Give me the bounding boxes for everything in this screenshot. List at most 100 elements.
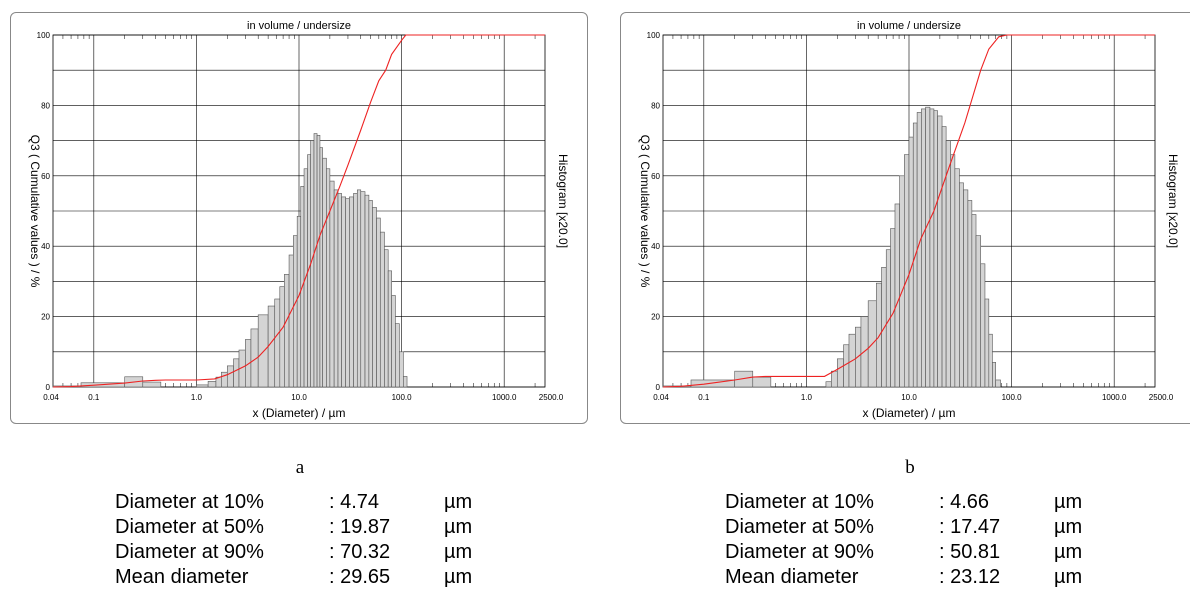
histogram-bar	[341, 196, 346, 388]
histogram-bar	[925, 106, 931, 388]
y-tick-label: 100	[37, 31, 51, 40]
histogram-bar	[403, 376, 408, 388]
histogram-bar	[353, 193, 358, 388]
stat-label: Diameter at 10%	[725, 491, 874, 513]
x-tick-label: 0.04	[653, 393, 669, 402]
stat-row-d50: Diameter at 50%: 17.47 µm	[725, 515, 1094, 540]
histogram-bar	[945, 140, 952, 388]
histogram-bar	[379, 231, 385, 388]
histogram-bar	[360, 191, 366, 388]
stat-unit: µm	[444, 491, 473, 513]
particle-size-chart: 0.04 0.1 1.0 10.0 100.0 1000.0 2500.0 0 20 40 60 80…	[638, 20, 1180, 420]
stat-row-d50: Diameter at 50% : 19.87 µm	[115, 515, 484, 540]
histogram-bar	[836, 358, 844, 388]
histogram-bar	[279, 286, 285, 388]
histogram-bar	[368, 200, 373, 388]
x-tick-label: 1000.0	[492, 393, 517, 402]
histogram-bar	[954, 168, 960, 388]
stat-label: Diameter at 50%	[115, 516, 264, 538]
stat-label: Diameter at 90%	[725, 541, 874, 563]
histogram-bar	[980, 263, 986, 388]
y-tick-label: 0	[656, 383, 661, 392]
x-tick-label: 2500.0	[539, 393, 564, 402]
histogram-bar	[316, 135, 321, 388]
histogram-bar	[288, 254, 294, 388]
histogram-bar	[329, 180, 335, 388]
histogram-bar	[959, 182, 964, 388]
y-axis-label: Q3 ( Cumulative values ) / %	[28, 135, 42, 288]
y-tick-label: 20	[41, 313, 50, 322]
stat-value: : 19.87	[329, 516, 391, 538]
histogram-bar	[372, 207, 377, 388]
stat-unit: µm	[444, 541, 473, 563]
histogram-bar	[984, 298, 990, 388]
x-axis-label: x (Diameter) / µm	[863, 406, 956, 420]
y-tick-label: 80	[651, 101, 660, 110]
histogram-bar	[345, 198, 350, 388]
histogram-bar	[391, 295, 396, 388]
stat-row-mean: Mean diameter: 29.65 µm	[115, 565, 484, 590]
chart-title: in volume / undersize	[247, 20, 351, 32]
histogram-bar	[831, 370, 838, 388]
histogram-bar	[376, 217, 381, 388]
y-axis-label-right: Histogram [x20.0]	[556, 154, 570, 248]
stat-value: : 70.32	[329, 541, 391, 563]
stat-label: Diameter at 10%	[115, 491, 264, 513]
histogram-bar	[950, 154, 956, 388]
histogram-bar	[333, 189, 339, 388]
stat-label: Diameter at 90%	[115, 541, 264, 563]
histogram-bar	[929, 108, 935, 388]
x-tick-label: 2500.0	[1149, 393, 1174, 402]
y-axis-label-right: Histogram [x20.0]	[1166, 154, 1180, 248]
y-tick-label: 60	[651, 172, 660, 181]
y-tick-label: 40	[41, 242, 50, 251]
histogram-bar	[875, 282, 882, 388]
histogram-bar	[894, 203, 900, 388]
stats-table: Diameter at 10%: 4.66 µm Diameter at 50%:…	[725, 490, 1094, 590]
x-tick-label: 1.0	[801, 393, 813, 402]
y-axis-label: Q3 ( Cumulative values ) / %	[638, 135, 652, 288]
stat-value: : 4.66	[939, 491, 990, 513]
chart-panel-b: 0.04 0.1 1.0 10.0 100.0 1000.0 2500.0 0 20 40 60 80…	[620, 0, 1190, 600]
histogram-bar	[899, 175, 905, 388]
y-tick-label: 100	[647, 31, 661, 40]
stat-row-d90: Diameter at 90% : 70.32 µm	[115, 540, 484, 565]
histogram-bar	[349, 196, 354, 388]
histogram-bar	[319, 147, 323, 388]
stat-row-d10: Diameter at 10%: 4.66 µm	[725, 490, 1094, 515]
stat-value: : 23.12	[939, 566, 1001, 588]
stat-unit: µm	[1054, 516, 1083, 538]
x-tick-label: 0.1	[88, 393, 100, 402]
histogram-bar	[326, 168, 331, 388]
x-tick-label: 10.0	[901, 393, 917, 402]
histogram-bar	[825, 381, 832, 388]
x-tick-label: 10.0	[291, 393, 307, 402]
y-tick-label: 80	[41, 101, 50, 110]
y-tick-label: 20	[651, 313, 660, 322]
x-tick-label: 100.0	[392, 393, 413, 402]
histogram-bar	[196, 384, 209, 388]
histogram-bar	[384, 249, 389, 388]
histogram-bar	[941, 126, 947, 388]
histogram-bar	[356, 189, 362, 388]
x-tick-label: 100.0	[1002, 393, 1023, 402]
histogram-bar	[921, 108, 926, 388]
histogram-bar	[387, 270, 392, 388]
histogram-bar	[293, 235, 298, 388]
x-tick-label: 1.0	[191, 393, 203, 402]
stat-row-d10: Diameter at 10%: 4.74 µm	[115, 490, 484, 515]
chart-title: in volume / undersize	[857, 20, 961, 32]
histogram-bar	[890, 228, 896, 388]
histogram-bar	[399, 351, 404, 388]
histogram-bar	[233, 358, 240, 388]
x-tick-label: 0.1	[698, 393, 710, 402]
stat-unit: µm	[444, 516, 473, 538]
stat-row-mean: Mean diameter: 23.12 µm	[725, 565, 1094, 590]
histogram-bar	[395, 323, 400, 388]
histogram-bar	[988, 333, 993, 388]
histogram-bar	[267, 305, 276, 388]
stat-value: : 17.47	[939, 516, 1001, 538]
chart-frame: 0.04 0.1 1.0 10.0 100.0 1000.0 2500.0 0 20 40 60 80…	[620, 12, 1190, 424]
panel-label: b	[905, 457, 915, 478]
histogram-bar	[313, 133, 318, 388]
